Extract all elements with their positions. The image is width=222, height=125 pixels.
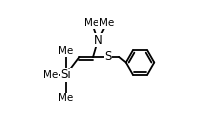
Text: Me: Me	[58, 46, 73, 56]
Text: S: S	[104, 50, 112, 64]
Text: N: N	[94, 34, 102, 47]
Text: Me: Me	[43, 70, 58, 80]
Text: Si: Si	[61, 68, 71, 81]
Text: Me: Me	[99, 18, 114, 28]
Text: Me: Me	[84, 18, 99, 28]
Text: Me: Me	[58, 93, 73, 103]
